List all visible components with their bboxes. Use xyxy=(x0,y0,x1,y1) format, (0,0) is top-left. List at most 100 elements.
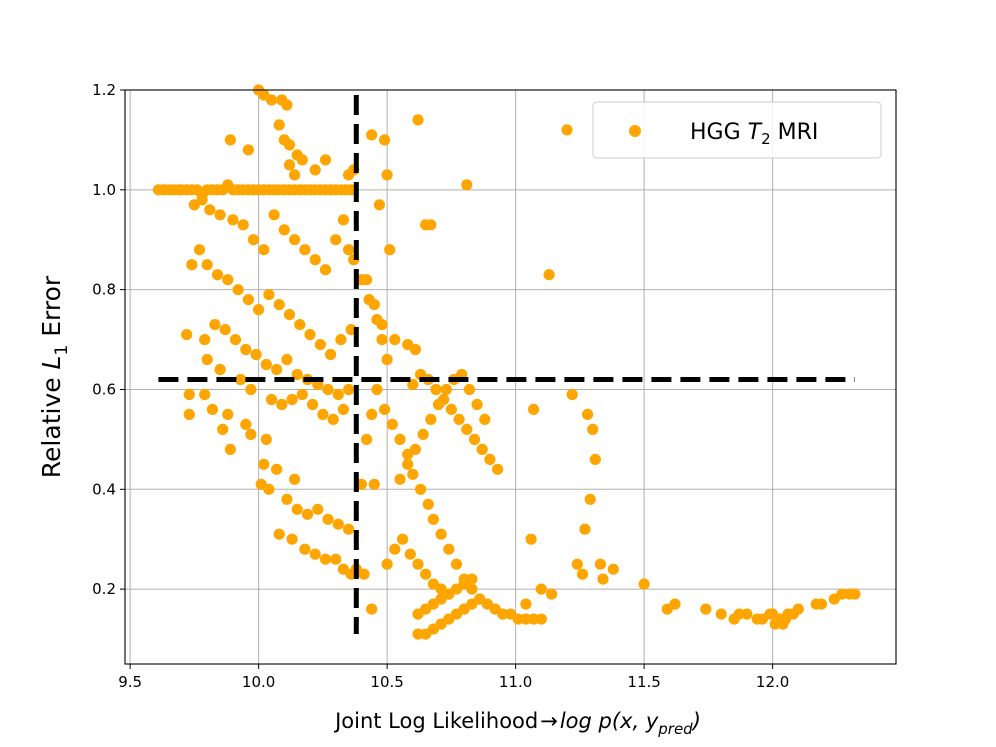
data-point xyxy=(183,388,195,401)
data-point xyxy=(268,209,280,221)
data-point xyxy=(435,528,447,540)
data-point xyxy=(422,498,434,510)
data-point xyxy=(792,603,804,615)
data-point xyxy=(309,164,321,176)
data-point xyxy=(404,548,416,560)
data-point xyxy=(420,568,432,580)
data-point xyxy=(584,493,596,505)
data-point xyxy=(715,608,727,620)
data-point xyxy=(330,553,342,565)
data-point xyxy=(181,329,193,341)
data-point xyxy=(412,114,424,126)
data-point xyxy=(283,309,296,321)
data-point xyxy=(307,398,319,411)
data-point xyxy=(528,403,540,415)
data-point xyxy=(571,558,583,570)
data-point xyxy=(217,423,229,435)
data-point xyxy=(412,558,424,570)
data-point xyxy=(461,179,473,191)
data-point xyxy=(201,353,213,366)
y-tick-label: 0.4 xyxy=(92,480,116,498)
data-point xyxy=(283,159,296,171)
data-point xyxy=(343,523,355,535)
data-point xyxy=(325,348,337,361)
data-point xyxy=(232,284,244,296)
data-point xyxy=(240,343,252,356)
data-point xyxy=(294,319,306,331)
data-point xyxy=(700,603,712,615)
x-tick-label: 11.0 xyxy=(499,673,532,691)
data-point xyxy=(281,353,293,366)
data-point xyxy=(438,393,450,406)
data-point xyxy=(409,343,421,356)
data-point xyxy=(425,219,437,231)
data-point xyxy=(289,169,301,181)
data-point xyxy=(319,264,332,276)
data-point xyxy=(242,144,254,156)
data-point xyxy=(296,388,308,401)
data-point xyxy=(322,383,334,396)
data-point xyxy=(337,214,349,226)
data-point xyxy=(484,453,496,465)
scatter-points xyxy=(152,84,861,640)
y-tick-label: 1.2 xyxy=(92,81,116,99)
y-tick-label: 0.6 xyxy=(92,380,116,398)
data-point xyxy=(376,334,388,346)
data-point xyxy=(368,299,380,311)
data-point xyxy=(286,393,298,406)
data-point xyxy=(638,578,650,590)
data-point xyxy=(222,408,234,420)
data-point xyxy=(289,234,301,246)
data-point xyxy=(247,234,260,246)
data-point xyxy=(314,339,326,351)
data-point xyxy=(260,433,272,445)
data-point xyxy=(594,558,607,570)
data-point xyxy=(263,483,275,495)
x-tick-label: 12.0 xyxy=(756,673,789,691)
data-point xyxy=(782,608,794,620)
data-point xyxy=(381,353,393,366)
data-point xyxy=(450,558,463,570)
data-point xyxy=(219,324,231,336)
data-point xyxy=(535,613,547,625)
data-point xyxy=(214,209,226,221)
data-point xyxy=(291,503,303,515)
data-point xyxy=(319,154,332,166)
data-point xyxy=(343,244,355,256)
data-point xyxy=(394,473,406,485)
x-tick-label: 9.5 xyxy=(118,673,142,691)
data-point xyxy=(407,468,419,480)
data-point xyxy=(281,493,293,505)
data-point xyxy=(373,199,385,211)
y-tick-label: 0.8 xyxy=(92,281,116,299)
data-point xyxy=(304,329,316,341)
data-point xyxy=(453,413,465,425)
data-point xyxy=(520,598,532,610)
data-point xyxy=(237,219,249,231)
data-point xyxy=(512,613,524,625)
data-point xyxy=(273,528,285,540)
data-point xyxy=(461,423,473,435)
data-point xyxy=(520,613,532,625)
data-point xyxy=(777,618,789,630)
data-point xyxy=(409,443,421,455)
data-point xyxy=(849,588,861,600)
data-point xyxy=(384,244,396,256)
data-point xyxy=(317,408,329,420)
data-point xyxy=(466,573,478,585)
data-point xyxy=(286,533,298,545)
legend-label: HGG T2 MRI xyxy=(690,120,818,148)
data-point xyxy=(546,588,558,600)
data-point xyxy=(296,154,308,166)
data-point xyxy=(430,383,442,396)
data-point xyxy=(332,518,344,530)
legend-marker xyxy=(629,125,641,137)
data-point xyxy=(265,393,278,406)
data-point xyxy=(332,388,344,401)
data-point xyxy=(376,319,388,331)
x-tick-label: 10.0 xyxy=(242,673,275,691)
data-point xyxy=(741,608,753,620)
data-point xyxy=(327,413,339,425)
data-point xyxy=(476,443,488,455)
data-point xyxy=(222,274,234,286)
